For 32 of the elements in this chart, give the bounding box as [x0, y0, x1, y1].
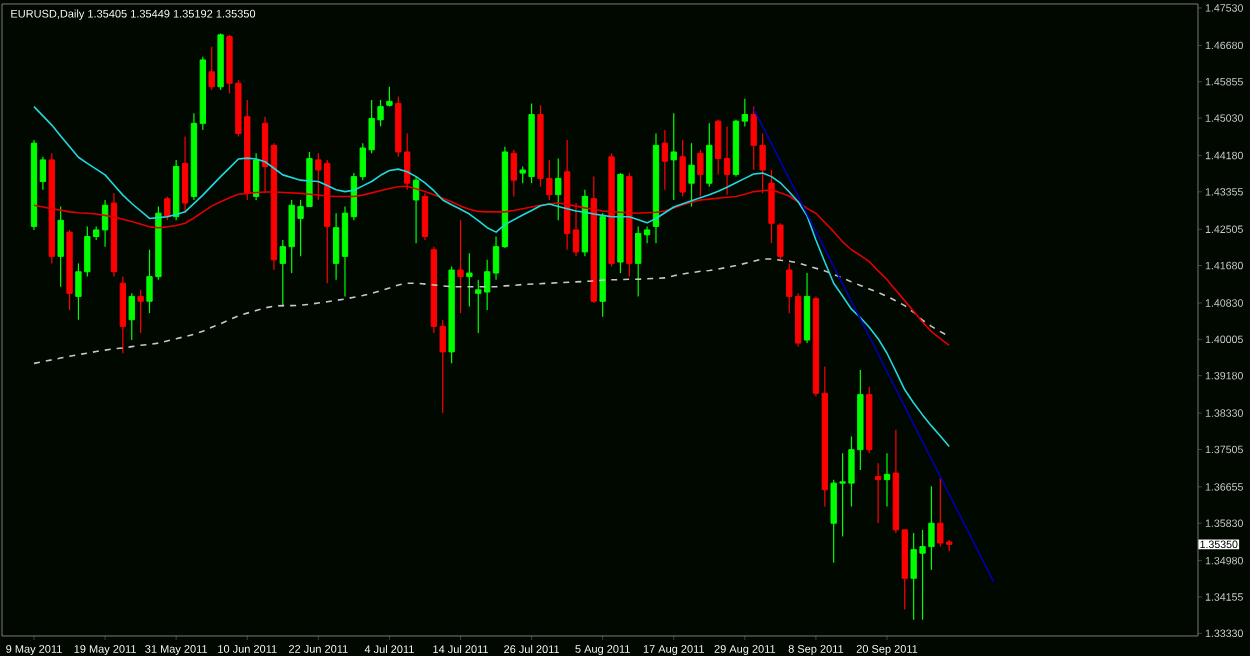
candlestick [768, 169, 775, 244]
candlestick [635, 225, 642, 298]
candlestick [252, 152, 260, 201]
candlestick [208, 46, 215, 91]
candlestick [457, 219, 464, 314]
candlestick [412, 176, 420, 244]
candlestick [101, 199, 109, 248]
candlestick [164, 195, 171, 221]
candlestick [777, 222, 784, 261]
candlestick [475, 279, 482, 334]
candlestick [661, 129, 669, 191]
candlestick [723, 125, 731, 196]
candlestick [332, 212, 340, 281]
candlestick [119, 275, 127, 354]
candlestick [874, 462, 882, 524]
candlestick [555, 157, 562, 221]
candlestick [706, 122, 713, 188]
candlestick [670, 112, 677, 201]
candlestick [688, 142, 695, 208]
candlestick [466, 252, 473, 308]
candlestick [883, 452, 891, 508]
candlestick [715, 119, 722, 176]
candlestick [137, 289, 144, 334]
candlestick [421, 192, 429, 241]
candlestick [128, 292, 135, 341]
candlestick [386, 86, 393, 108]
candlestick [679, 139, 686, 198]
candlestick [697, 149, 704, 198]
candlestick [510, 149, 517, 198]
candlestick [57, 205, 64, 288]
candlestick [181, 135, 189, 214]
candlestick [803, 272, 811, 344]
